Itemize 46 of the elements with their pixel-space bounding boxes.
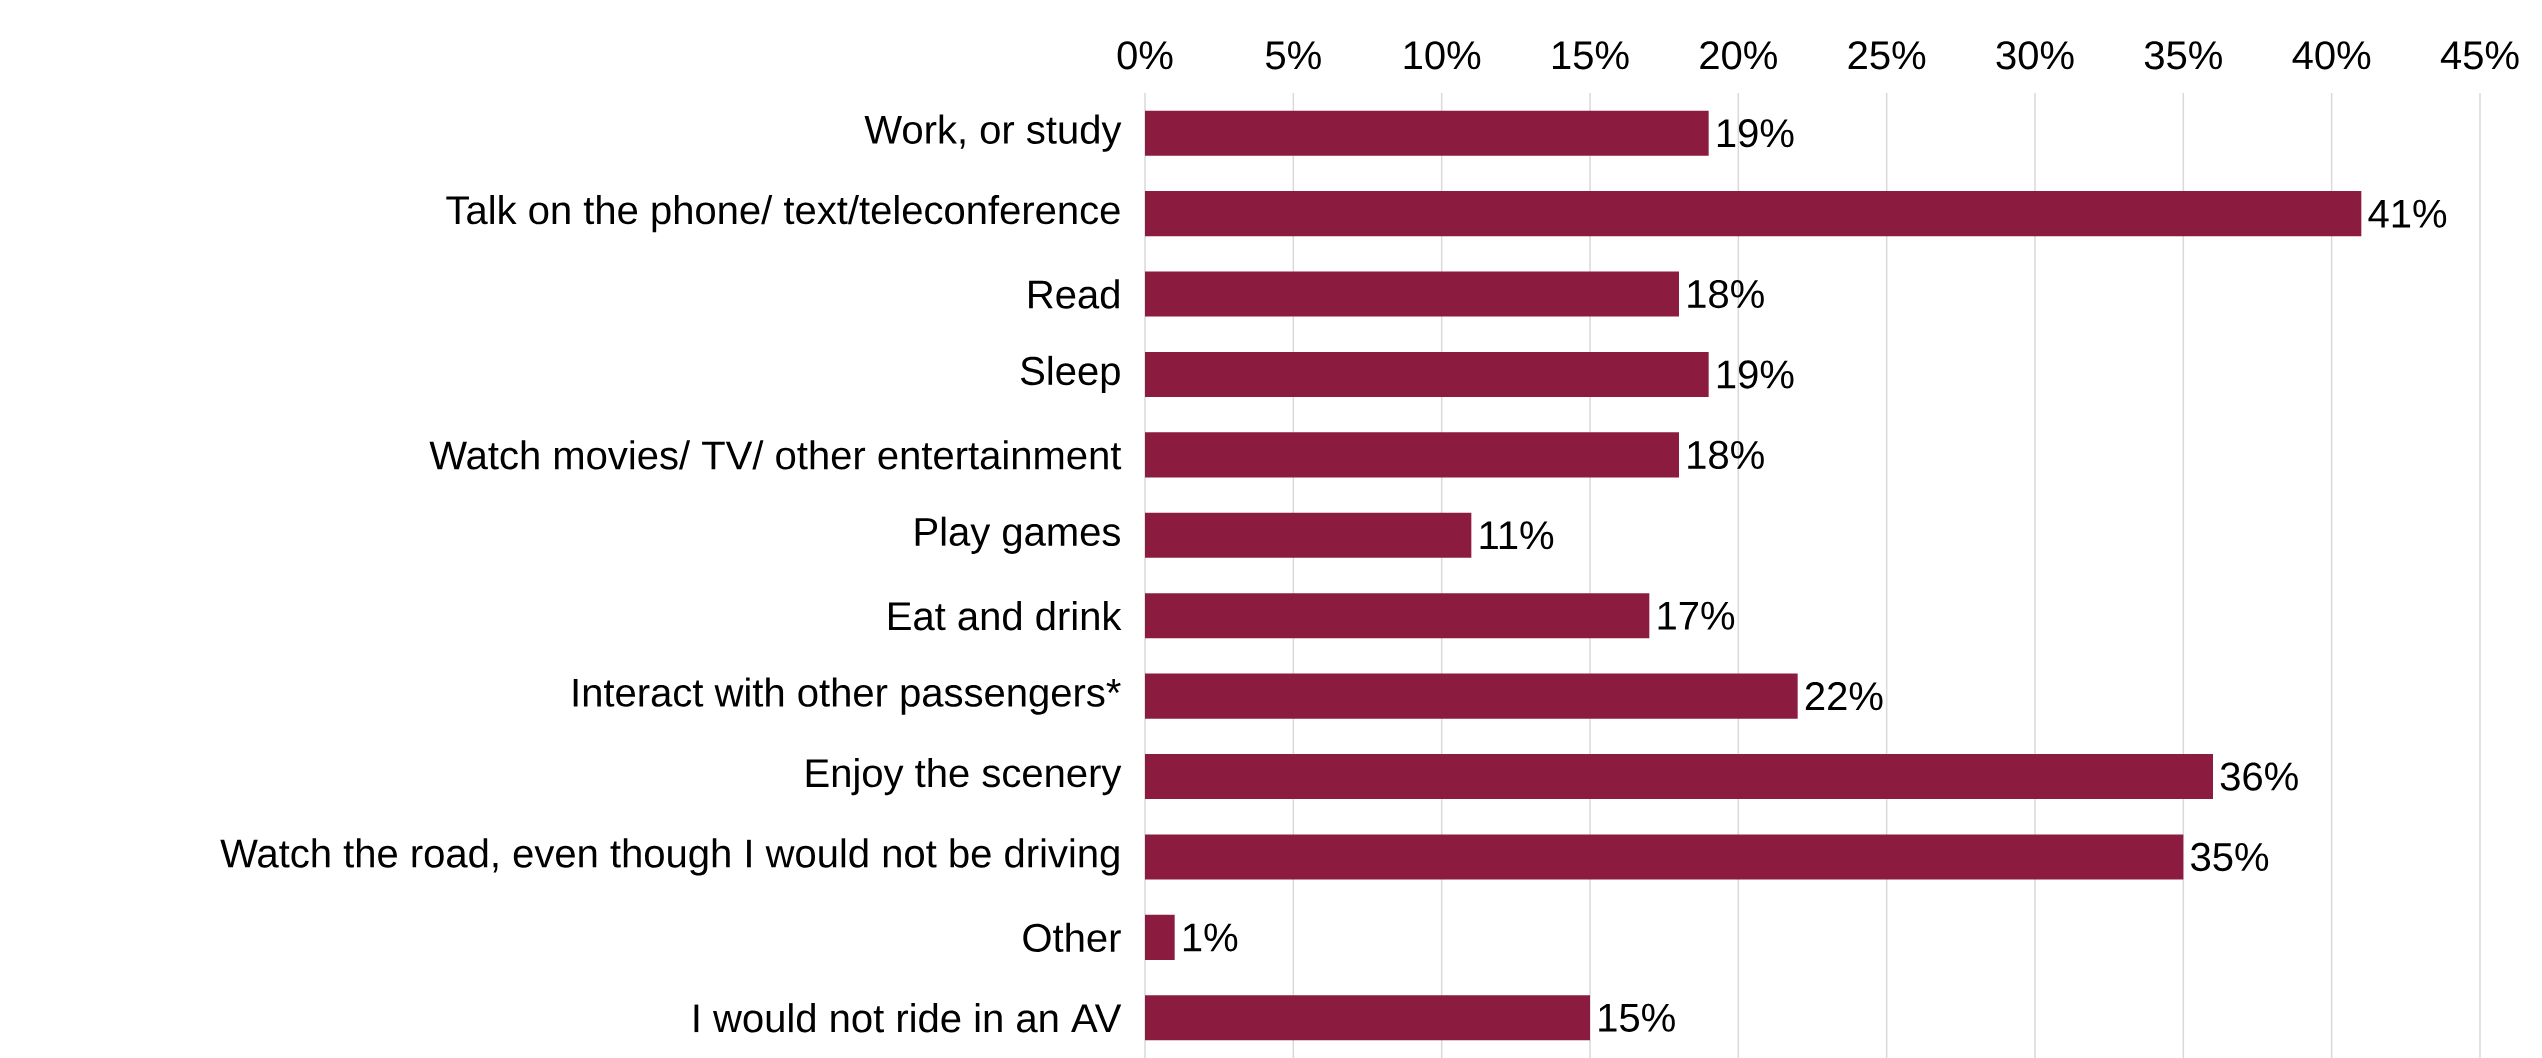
bar bbox=[1145, 432, 1679, 478]
y-tick-label: Work, or study bbox=[864, 114, 1122, 152]
x-tick-label: 0% bbox=[1117, 41, 1173, 70]
bar bbox=[1145, 754, 2213, 800]
data-label: 22% bbox=[1805, 682, 1883, 711]
bar bbox=[1145, 110, 1709, 156]
x-tick-label: 25% bbox=[1848, 41, 1926, 70]
data-label: 18% bbox=[1688, 279, 1764, 309]
data-label: 1% bbox=[1183, 923, 1238, 952]
data-label: 11% bbox=[1480, 521, 1554, 550]
y-tick-label: Watch movies/ TV/ other entertainment bbox=[429, 440, 1122, 470]
y-tick-label: Other bbox=[1023, 922, 1121, 953]
x-tick-label: 40% bbox=[2292, 41, 2371, 70]
data-label: 19% bbox=[1717, 360, 1794, 389]
y-tick-label: I would not ride in an AV bbox=[694, 1003, 1122, 1033]
y-tick-label: Eat and drink bbox=[889, 601, 1122, 631]
x-tick-label: 35% bbox=[2144, 41, 2222, 70]
bar bbox=[1145, 351, 1709, 397]
y-tick-label: Read bbox=[1029, 279, 1119, 309]
data-label: 15% bbox=[1599, 1003, 1675, 1032]
bar bbox=[1145, 191, 2362, 237]
y-tick-label: Interact with other passengers* bbox=[573, 677, 1121, 715]
x-tick-label: 30% bbox=[1996, 41, 2074, 70]
x-tick-label: 15% bbox=[1553, 41, 1629, 70]
y-tick-label: Talk on the phone/ text/teleconference bbox=[446, 194, 1120, 233]
bar bbox=[1145, 914, 1175, 960]
bar bbox=[1145, 834, 2184, 880]
y-tick-label: Enjoy the scenery bbox=[806, 757, 1122, 796]
data-label: 19% bbox=[1717, 119, 1794, 148]
data-label: 35% bbox=[2191, 842, 2269, 872]
bar bbox=[1145, 512, 1472, 558]
x-tick-label: 45% bbox=[2440, 41, 2519, 70]
y-tick-label: Play games bbox=[915, 516, 1120, 554]
bar bbox=[1145, 271, 1679, 317]
bar bbox=[1145, 995, 1590, 1041]
bar bbox=[1145, 593, 1650, 639]
data-label: 17% bbox=[1658, 601, 1735, 630]
data-label: 36% bbox=[2220, 762, 2298, 791]
data-label: 18% bbox=[1688, 440, 1764, 470]
data-label: 41% bbox=[2368, 199, 2447, 228]
x-tick-label: 10% bbox=[1404, 41, 1481, 70]
bar bbox=[1145, 673, 1798, 719]
y-tick-label: Watch the road, even though I would not be driving bbox=[220, 838, 1119, 876]
x-tick-label: 20% bbox=[1700, 41, 1777, 70]
y-tick-label: Sleep bbox=[1020, 355, 1120, 394]
x-tick-label: 5% bbox=[1266, 41, 1321, 70]
